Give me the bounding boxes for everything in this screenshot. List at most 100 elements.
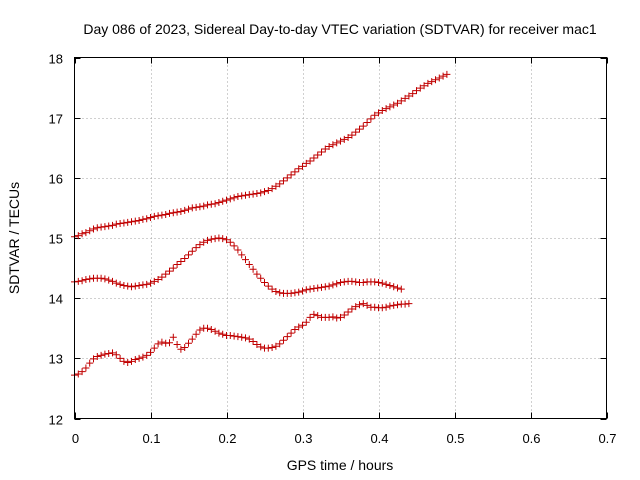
data-point bbox=[268, 285, 276, 293]
x-tick-label: 0.7 bbox=[598, 431, 616, 446]
data-point bbox=[371, 303, 379, 311]
data-point bbox=[257, 343, 265, 351]
data-point bbox=[257, 274, 265, 282]
data-point bbox=[337, 137, 344, 145]
series-middle bbox=[71, 234, 405, 297]
data-point bbox=[226, 238, 234, 246]
data-point bbox=[257, 189, 265, 197]
data-point bbox=[124, 359, 132, 367]
data-point bbox=[188, 204, 196, 212]
data-point bbox=[329, 281, 337, 289]
data-point bbox=[192, 203, 200, 211]
data-point bbox=[135, 354, 143, 362]
data-point bbox=[378, 304, 386, 312]
data-point bbox=[333, 280, 341, 288]
y-tick-label: 15 bbox=[49, 232, 63, 247]
data-points bbox=[71, 70, 451, 379]
data-point bbox=[196, 326, 204, 334]
data-point bbox=[158, 211, 166, 219]
data-point bbox=[264, 186, 272, 194]
data-point bbox=[166, 209, 173, 217]
data-point bbox=[390, 301, 398, 309]
data-point bbox=[215, 199, 223, 207]
y-tick-label: 13 bbox=[49, 352, 63, 367]
data-point bbox=[378, 279, 386, 287]
data-point bbox=[147, 279, 154, 287]
data-point bbox=[196, 241, 204, 249]
data-point bbox=[154, 212, 162, 220]
data-point bbox=[97, 274, 105, 282]
data-point bbox=[264, 344, 272, 352]
data-point bbox=[337, 313, 344, 321]
data-point bbox=[272, 288, 280, 296]
data-point bbox=[154, 340, 162, 348]
data-point bbox=[295, 323, 303, 331]
data-point bbox=[131, 282, 139, 290]
x-tick-label: 0.1 bbox=[142, 431, 160, 446]
x-axis-label: GPS time / hours bbox=[287, 457, 394, 473]
data-point bbox=[261, 279, 268, 287]
data-point bbox=[314, 151, 322, 159]
series-upper bbox=[71, 70, 451, 241]
data-point bbox=[215, 329, 223, 337]
x-tick-label: 0 bbox=[72, 431, 79, 446]
data-point bbox=[306, 313, 314, 321]
data-point bbox=[321, 283, 329, 291]
data-point bbox=[143, 280, 151, 288]
data-point bbox=[352, 303, 360, 311]
data-point bbox=[397, 97, 405, 105]
data-point bbox=[390, 283, 398, 291]
data-point bbox=[166, 339, 173, 347]
data-point bbox=[82, 364, 90, 372]
axis-ticks: 0 0.1 0.2 0.3 0.4 0.5 0.6 0.7 12 13 14 15 16 17 18 bbox=[49, 52, 617, 447]
data-point bbox=[109, 277, 116, 285]
data-point bbox=[318, 148, 325, 156]
data-point bbox=[166, 267, 173, 275]
data-point bbox=[200, 238, 208, 246]
data-point bbox=[310, 285, 318, 293]
data-point bbox=[112, 279, 120, 287]
data-point bbox=[242, 256, 249, 264]
data-point bbox=[378, 106, 386, 114]
data-point bbox=[394, 284, 401, 292]
data-point bbox=[78, 230, 86, 238]
data-point bbox=[173, 260, 181, 268]
data-point bbox=[352, 128, 360, 136]
data-point bbox=[245, 260, 253, 268]
data-point bbox=[359, 122, 367, 130]
data-point bbox=[82, 276, 90, 284]
data-point bbox=[158, 273, 166, 281]
x-tick-label: 0.5 bbox=[446, 431, 464, 446]
data-point bbox=[329, 141, 337, 149]
data-point bbox=[185, 251, 192, 259]
data-point bbox=[169, 333, 177, 341]
grid bbox=[74, 57, 607, 419]
data-point bbox=[90, 225, 97, 233]
data-point bbox=[401, 300, 409, 308]
data-point bbox=[226, 195, 234, 203]
data-point bbox=[219, 330, 227, 338]
data-point bbox=[120, 357, 128, 365]
data-point bbox=[86, 227, 94, 235]
data-point bbox=[264, 282, 272, 290]
data-point bbox=[238, 192, 246, 200]
data-point bbox=[116, 280, 124, 288]
data-point bbox=[162, 339, 170, 347]
data-point bbox=[230, 194, 238, 202]
data-point bbox=[401, 94, 409, 102]
data-point bbox=[207, 235, 215, 243]
data-point bbox=[245, 191, 253, 199]
data-point bbox=[249, 265, 257, 273]
data-point bbox=[185, 339, 192, 347]
data-point bbox=[272, 182, 280, 190]
data-point bbox=[234, 246, 242, 254]
data-point bbox=[405, 92, 413, 100]
data-point bbox=[135, 217, 143, 225]
data-point bbox=[253, 189, 261, 197]
data-point bbox=[192, 330, 200, 338]
series-lower bbox=[71, 300, 413, 379]
data-point bbox=[109, 221, 116, 229]
data-point bbox=[78, 368, 86, 376]
data-point bbox=[78, 277, 86, 285]
data-point bbox=[253, 270, 261, 278]
